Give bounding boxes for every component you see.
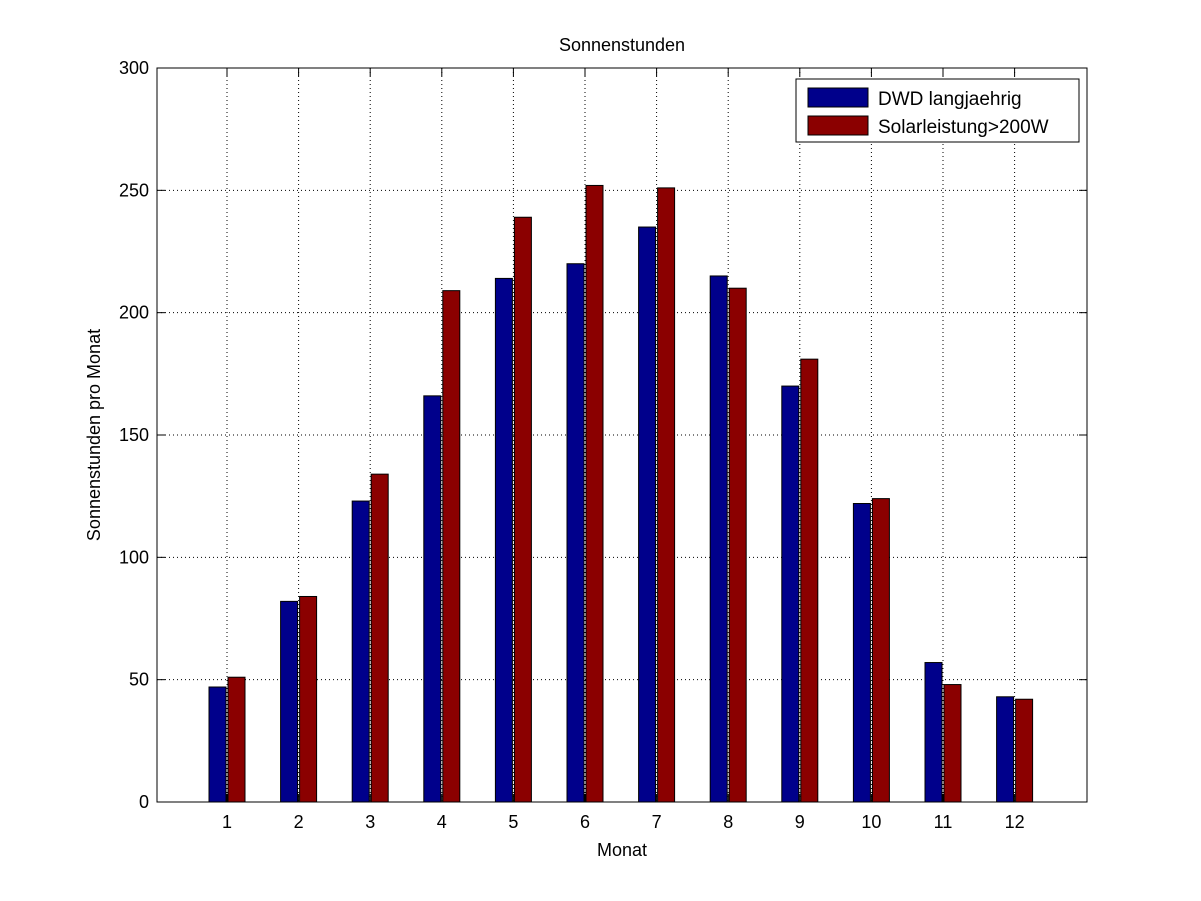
bar-dwd-4 [423, 395, 442, 803]
bar-dwd-2 [280, 600, 299, 803]
x-tick-label: 1 [222, 812, 232, 832]
x-tick-label: 10 [861, 812, 881, 832]
x-tick-label: 7 [652, 812, 662, 832]
x-tick-label: 3 [365, 812, 375, 832]
x-tick-label: 5 [508, 812, 518, 832]
bars-group [208, 184, 1034, 803]
bar-dwd-6 [566, 263, 585, 803]
bar-dwd-9 [781, 385, 800, 803]
bar-solar-11 [943, 684, 962, 803]
bar-solar-5 [513, 216, 532, 803]
x-tick-label: 8 [723, 812, 733, 832]
y-tick-label: 100 [119, 547, 149, 567]
x-tick-label: 2 [294, 812, 304, 832]
x-tick-label: 12 [1005, 812, 1025, 832]
grid-lines [157, 68, 1087, 802]
chart-title: Sonnenstunden [559, 35, 685, 55]
bar-solar-9 [800, 358, 819, 803]
bar-solar-2 [299, 595, 318, 803]
legend: DWD langjaehrig Solarleistung>200W [795, 78, 1080, 143]
bar-solar-3 [370, 473, 389, 803]
legend-swatch [807, 115, 869, 136]
bar-dwd-8 [709, 275, 728, 803]
x-axis-label: Monat [597, 840, 647, 860]
legend-label: Solarleistung>200W [878, 117, 1049, 138]
legend-label: DWD langjaehrig [878, 89, 1022, 110]
y-tick-label: 0 [139, 792, 149, 812]
bar-solar-7 [657, 187, 676, 803]
bar-dwd-5 [494, 277, 513, 803]
y-tick-label: 250 [119, 180, 149, 200]
x-tick-label: 6 [580, 812, 590, 832]
x-tick-label: 11 [934, 812, 953, 832]
bar-solar-12 [1015, 698, 1034, 803]
bar-dwd-11 [924, 662, 943, 803]
y-axis-label: Sonnenstunden pro Monat [84, 329, 104, 541]
bar-solar-4 [442, 290, 461, 803]
x-tick-label: 9 [795, 812, 805, 832]
bar-solar-10 [871, 498, 890, 803]
bar-dwd-7 [638, 226, 657, 803]
y-tick-label: 150 [119, 425, 149, 445]
bar-solar-8 [728, 287, 747, 803]
bar-dwd-12 [996, 696, 1015, 803]
bar-dwd-3 [351, 500, 370, 803]
bar-dwd-10 [852, 503, 871, 803]
legend-swatch [807, 87, 869, 108]
bar-solar-1 [227, 676, 246, 803]
y-tick-label: 50 [129, 670, 149, 690]
bar-dwd-1 [208, 686, 227, 803]
x-tick-label: 4 [437, 812, 447, 832]
y-tick-label: 200 [119, 303, 149, 323]
bar-solar-6 [585, 184, 604, 803]
y-tick-label: 300 [119, 58, 149, 78]
